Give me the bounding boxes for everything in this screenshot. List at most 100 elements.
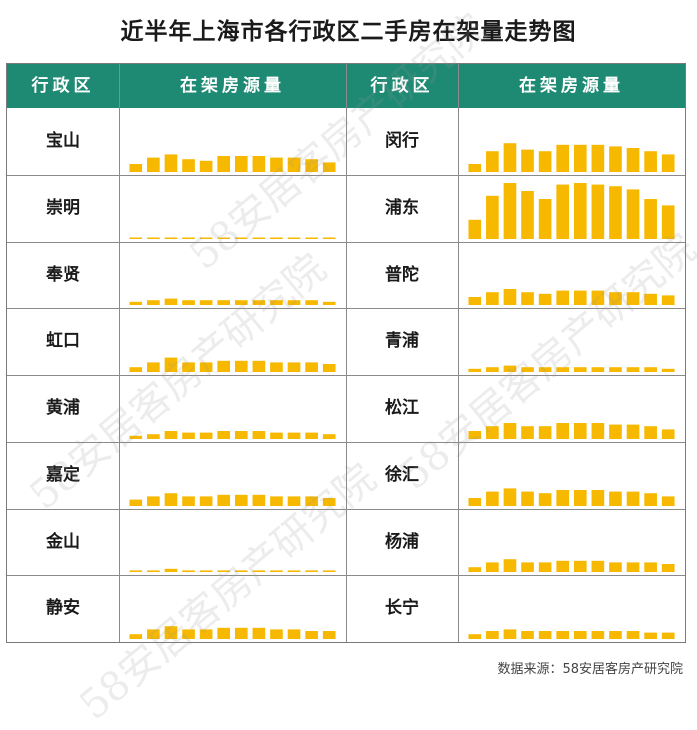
bar <box>147 629 160 639</box>
bar <box>252 155 266 172</box>
district-listings-chart <box>468 289 675 306</box>
bar <box>234 237 248 239</box>
bar <box>661 154 675 172</box>
bar <box>503 559 517 573</box>
bar <box>486 631 499 639</box>
bar <box>486 367 499 372</box>
district-listings-chart <box>129 154 336 172</box>
district-listings-chart <box>129 569 336 573</box>
bar <box>234 155 248 172</box>
bar <box>591 631 605 639</box>
bar <box>521 425 534 439</box>
bar <box>573 367 587 372</box>
column-divider <box>458 64 459 642</box>
district-listings-chart <box>129 430 336 439</box>
bar <box>644 150 657 172</box>
bar <box>199 629 213 639</box>
bar <box>147 433 160 439</box>
bar <box>270 237 283 239</box>
bar <box>468 430 482 439</box>
bar <box>626 147 640 172</box>
bar <box>164 154 178 172</box>
bar <box>626 491 640 506</box>
bar <box>644 492 657 506</box>
bar <box>573 489 587 506</box>
bar <box>626 424 640 439</box>
district-name: 崇明 <box>46 197 80 218</box>
bar <box>164 237 178 239</box>
bar <box>486 562 499 573</box>
bar <box>199 300 213 306</box>
bar <box>199 570 213 573</box>
bar <box>573 631 587 639</box>
bar <box>538 150 552 172</box>
district-name: 闵行 <box>385 131 419 151</box>
bar <box>538 425 552 439</box>
district-listings-chart <box>468 365 675 372</box>
bar <box>322 237 336 239</box>
row-divider <box>7 375 685 376</box>
bar <box>129 367 143 372</box>
bar <box>287 570 301 573</box>
bar <box>468 297 482 306</box>
bar <box>661 632 675 639</box>
bar <box>234 627 248 639</box>
bar <box>305 237 318 239</box>
bar <box>556 631 570 639</box>
bar <box>644 632 657 639</box>
bar <box>591 561 605 573</box>
row-divider <box>7 174 685 176</box>
bar <box>252 360 266 372</box>
bar <box>486 425 499 439</box>
bar <box>234 570 248 573</box>
bar <box>556 561 570 573</box>
bar <box>182 158 195 172</box>
bar <box>468 634 482 639</box>
bar <box>591 184 605 239</box>
district-listings-chart <box>129 492 336 506</box>
header-listings-left: 在架房源量 <box>180 76 285 96</box>
header-district-left: 行政区 <box>31 76 95 96</box>
bar <box>287 362 301 372</box>
district-name: 浦东 <box>385 197 419 218</box>
bar <box>305 158 318 172</box>
bar <box>129 499 143 506</box>
bar <box>556 489 570 506</box>
district-listings-chart <box>129 237 336 239</box>
bar <box>609 185 622 239</box>
bar <box>252 570 266 573</box>
bar <box>538 367 552 372</box>
bar <box>217 360 231 372</box>
bar <box>573 290 587 306</box>
bar <box>270 157 283 172</box>
bar <box>305 362 318 372</box>
bar <box>252 627 266 639</box>
bar <box>305 432 318 439</box>
bar <box>503 289 517 306</box>
bar <box>573 422 587 439</box>
district-name: 青浦 <box>385 331 419 352</box>
bar <box>164 626 178 639</box>
bar <box>199 160 213 172</box>
bar <box>521 562 534 573</box>
bar <box>538 198 552 239</box>
bar <box>609 146 622 172</box>
bar <box>609 424 622 439</box>
bar <box>252 430 266 439</box>
bar <box>182 432 195 439</box>
bar <box>270 629 283 639</box>
bar <box>147 157 160 172</box>
bar <box>199 362 213 372</box>
bar <box>252 494 266 506</box>
bar <box>305 495 318 506</box>
bar <box>182 495 195 506</box>
bar <box>626 292 640 306</box>
bar <box>591 422 605 439</box>
district-name: 宝山 <box>46 131 80 151</box>
bar <box>234 360 248 372</box>
bar <box>322 433 336 439</box>
bar <box>538 294 552 306</box>
bar <box>661 564 675 573</box>
bar <box>217 494 231 506</box>
bar <box>521 631 534 639</box>
